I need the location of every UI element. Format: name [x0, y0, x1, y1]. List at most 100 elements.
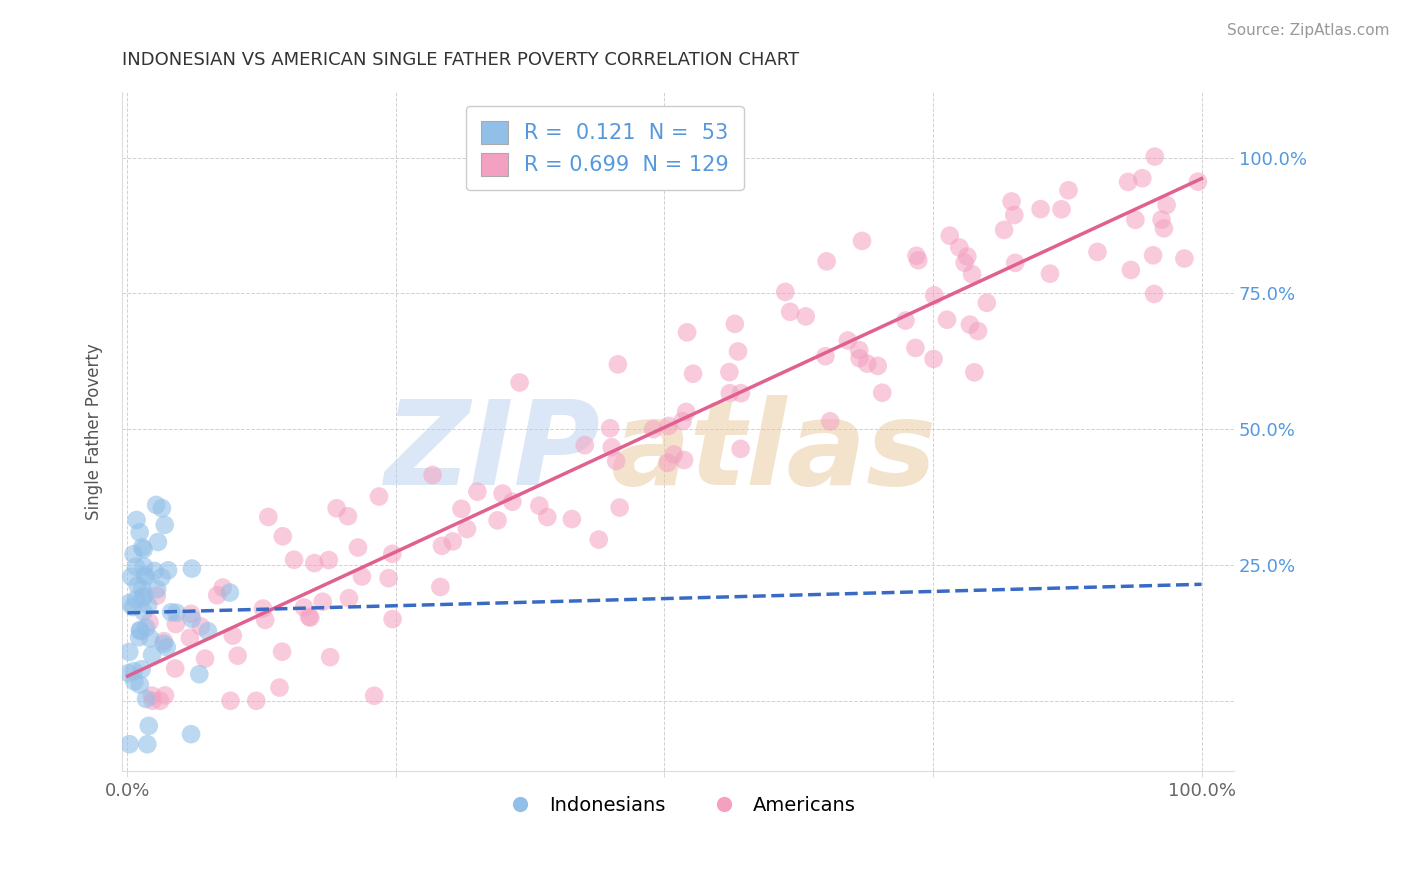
- Point: [136, 598, 159, 612]
- Point: [456, 522, 478, 536]
- Point: [181, 612, 204, 626]
- Point: [856, 357, 879, 371]
- Point: [381, 547, 404, 561]
- Point: [131, 662, 153, 676]
- Point: [211, 581, 233, 595]
- Point: [118, 645, 141, 659]
- Point: [117, 666, 139, 681]
- Point: [1002, 208, 1025, 222]
- Point: [141, 689, 163, 703]
- Text: INDONESIAN VS AMERICAN SINGLE FATHER POVERTY CORRELATION CHART: INDONESIAN VS AMERICAN SINGLE FATHER POV…: [122, 51, 799, 69]
- Point: [283, 553, 305, 567]
- Point: [350, 569, 373, 583]
- Point: [226, 648, 249, 663]
- Point: [501, 495, 523, 509]
- Point: [269, 681, 291, 695]
- Point: [1173, 252, 1195, 266]
- Point: [336, 509, 359, 524]
- Point: [561, 512, 583, 526]
- Point: [673, 453, 696, 467]
- Point: [132, 591, 155, 605]
- Point: [1050, 202, 1073, 217]
- Point: [153, 689, 176, 703]
- Point: [509, 376, 531, 390]
- Point: [491, 486, 513, 500]
- Point: [467, 484, 489, 499]
- Point: [128, 525, 150, 540]
- Point: [422, 468, 444, 483]
- Point: [188, 667, 211, 681]
- Point: [609, 500, 631, 515]
- Point: [132, 559, 155, 574]
- Point: [657, 419, 679, 434]
- Point: [138, 615, 160, 630]
- Point: [922, 351, 945, 366]
- Point: [257, 510, 280, 524]
- Point: [165, 617, 187, 632]
- Point: [165, 661, 187, 675]
- Point: [993, 223, 1015, 237]
- Point: [814, 349, 837, 363]
- Point: [139, 632, 162, 646]
- Text: atlas: atlas: [612, 395, 938, 510]
- Point: [953, 256, 976, 270]
- Point: [675, 405, 697, 419]
- Point: [1116, 175, 1139, 189]
- Point: [773, 285, 796, 299]
- Point: [724, 317, 747, 331]
- Point: [179, 631, 201, 645]
- Point: [599, 421, 621, 435]
- Text: Source: ZipAtlas.com: Source: ZipAtlas.com: [1226, 23, 1389, 38]
- Point: [318, 553, 340, 567]
- Point: [600, 440, 623, 454]
- Point: [851, 234, 873, 248]
- Point: [156, 640, 179, 654]
- Point: [245, 694, 267, 708]
- Point: [377, 571, 399, 585]
- Point: [730, 442, 752, 456]
- Point: [134, 568, 156, 582]
- Point: [682, 367, 704, 381]
- Point: [180, 607, 202, 621]
- Legend: Indonesians, Americans: Indonesians, Americans: [492, 789, 863, 822]
- Point: [643, 422, 665, 436]
- Point: [1057, 183, 1080, 197]
- Point: [149, 694, 172, 708]
- Point: [1156, 198, 1178, 212]
- Point: [120, 570, 142, 584]
- Point: [956, 250, 979, 264]
- Point: [131, 541, 153, 555]
- Point: [967, 324, 990, 338]
- Point: [135, 621, 157, 635]
- Point: [368, 490, 391, 504]
- Point: [718, 365, 741, 379]
- Point: [122, 664, 145, 678]
- Point: [271, 529, 294, 543]
- Point: [1119, 263, 1142, 277]
- Point: [129, 624, 152, 638]
- Point: [936, 312, 959, 326]
- Point: [963, 365, 986, 379]
- Point: [194, 651, 217, 665]
- Point: [866, 359, 889, 373]
- Point: [157, 563, 180, 577]
- Point: [146, 582, 169, 596]
- Point: [960, 267, 983, 281]
- Point: [347, 541, 370, 555]
- Point: [121, 600, 143, 615]
- Point: [190, 619, 212, 633]
- Point: [292, 600, 315, 615]
- Point: [142, 694, 165, 708]
- Point: [794, 310, 817, 324]
- Point: [1029, 202, 1052, 216]
- Point: [325, 501, 347, 516]
- Point: [252, 601, 274, 615]
- Point: [1130, 171, 1153, 186]
- Point: [818, 414, 841, 428]
- Point: [222, 629, 245, 643]
- Point: [1187, 175, 1209, 189]
- Point: [122, 547, 145, 561]
- Point: [1000, 194, 1022, 209]
- Point: [219, 585, 242, 599]
- Point: [486, 513, 509, 527]
